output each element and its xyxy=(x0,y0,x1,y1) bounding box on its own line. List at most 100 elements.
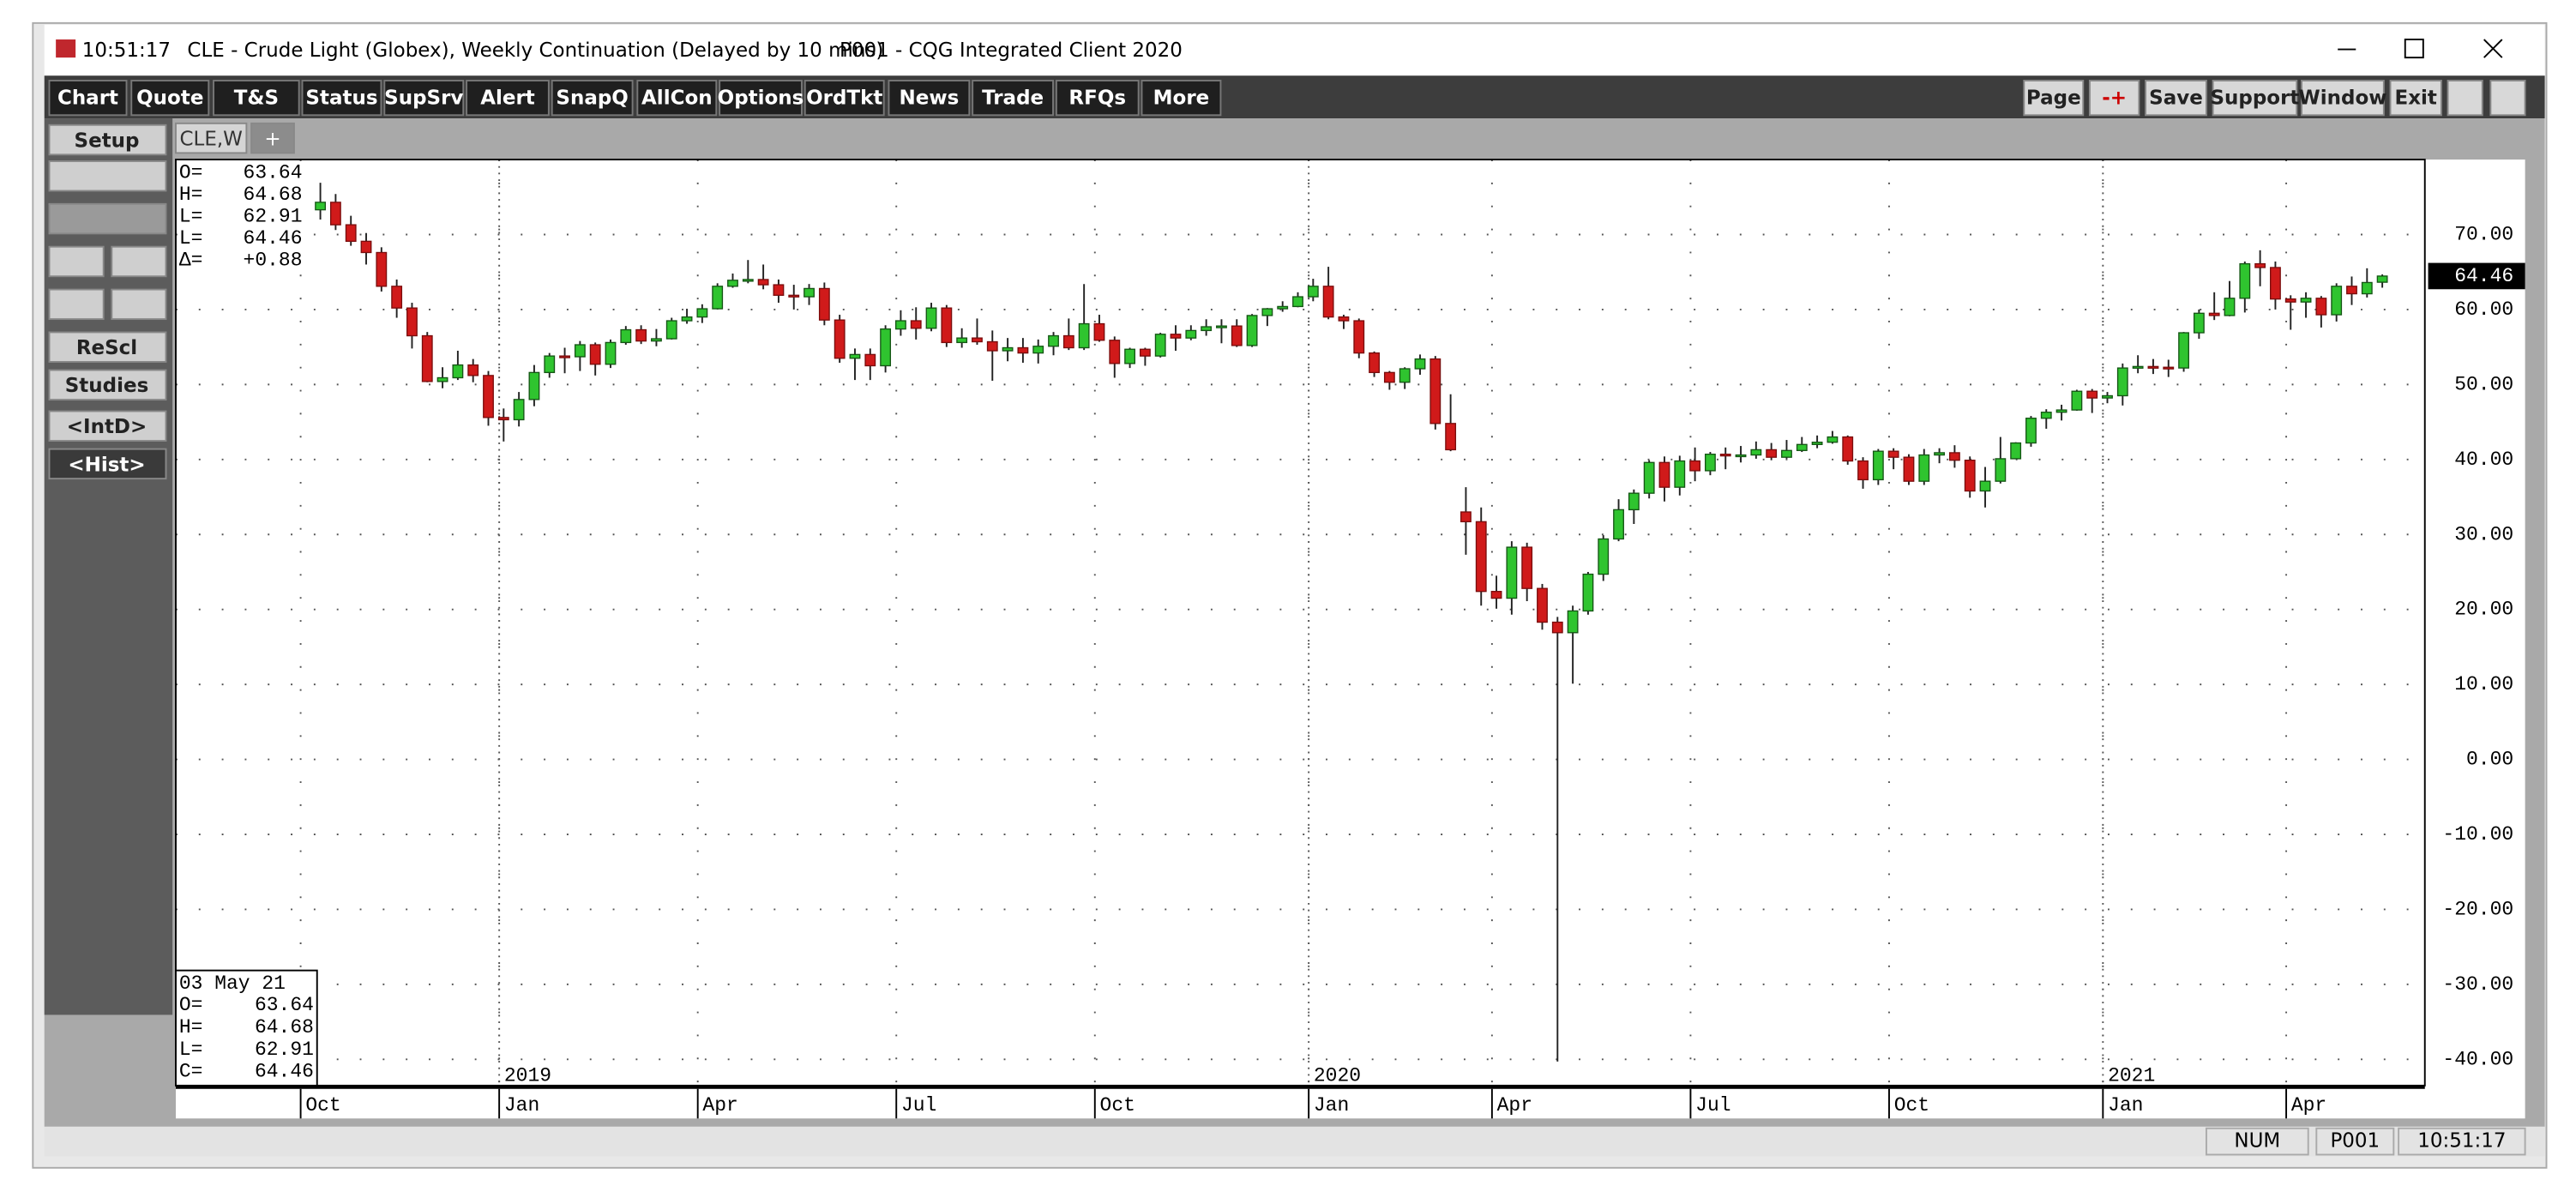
candle-body xyxy=(360,240,372,254)
toolbar-button-label[interactable]: OrdTkt xyxy=(806,87,882,110)
candle-body xyxy=(1307,286,1319,298)
toolbar-button[interactable] xyxy=(48,80,128,117)
toolbar-button[interactable] xyxy=(301,80,382,117)
side-button-label[interactable]: Setup xyxy=(75,129,140,152)
candle-body xyxy=(1613,509,1624,540)
toolbar-button[interactable] xyxy=(2212,80,2298,117)
toolbar-button-label[interactable]: Options xyxy=(718,87,804,110)
toolbar-button[interactable] xyxy=(1141,80,1222,117)
side-button-label[interactable]: Studies xyxy=(65,375,149,397)
toolbar-button-label[interactable]: SupSrv xyxy=(384,87,463,110)
side-button[interactable] xyxy=(48,331,167,363)
ohlc-label: O= xyxy=(179,161,203,184)
toolbar-button[interactable] xyxy=(719,80,803,117)
toolbar-button[interactable] xyxy=(2301,80,2385,117)
tab[interactable] xyxy=(250,122,295,154)
candle-body xyxy=(2132,365,2144,369)
candle-body xyxy=(1857,460,1869,481)
side-button[interactable] xyxy=(48,448,167,480)
candle-body xyxy=(2376,275,2388,283)
toolbar-button[interactable] xyxy=(213,80,300,117)
toolbar-button-label[interactable]: Save xyxy=(2149,87,2203,110)
candle-body xyxy=(528,371,540,400)
toolbar-button[interactable] xyxy=(636,80,718,117)
side-button-label[interactable]: <Hist> xyxy=(68,454,145,476)
toolbar-button-label[interactable]: Window xyxy=(2298,87,2386,110)
status-bar xyxy=(44,1126,2545,1157)
candle-body xyxy=(391,286,403,309)
candle-body xyxy=(2055,409,2067,413)
toolbar-button[interactable] xyxy=(551,80,634,117)
toolbar-button-label[interactable]: Alert xyxy=(480,87,535,110)
candle-body xyxy=(1032,346,1044,354)
toolbar-icon[interactable] xyxy=(2447,80,2483,117)
candle-body xyxy=(1414,358,1426,370)
ohlc-box xyxy=(177,160,313,272)
tab-label[interactable]: CLE,W xyxy=(179,129,242,151)
toolbar-button[interactable] xyxy=(1055,80,1140,117)
candle-body xyxy=(864,353,876,367)
side-button-label[interactable]: ReScl xyxy=(76,337,137,359)
toolbar-button-label[interactable]: AllCon xyxy=(641,87,713,110)
toolbar-button[interactable] xyxy=(383,80,465,117)
toolbar-button-label[interactable]: RFQs xyxy=(1068,87,1126,110)
candle-body xyxy=(2116,367,2128,397)
side-icon-button[interactable] xyxy=(48,245,105,278)
candle-body xyxy=(2254,262,2266,268)
y-tick-label: 50.00 xyxy=(2454,373,2513,395)
toolbar-button[interactable] xyxy=(2389,80,2442,117)
side-button[interactable] xyxy=(48,410,167,442)
side-icon-button[interactable] xyxy=(48,202,167,235)
side-icon-button[interactable] xyxy=(48,288,105,321)
toolbar-button[interactable] xyxy=(2088,80,2140,117)
toolbar-button[interactable] xyxy=(466,80,550,117)
side-icon-button[interactable] xyxy=(111,288,167,321)
toolbar-button[interactable] xyxy=(130,80,210,117)
maximize-icon[interactable] xyxy=(2404,39,2424,59)
candle-body xyxy=(1093,322,1105,341)
toolbar-button-label[interactable]: News xyxy=(900,87,960,110)
x-tick-label: Jan xyxy=(1314,1094,1349,1117)
year-label: 2021 xyxy=(2108,1064,2155,1087)
candle-body xyxy=(2361,281,2373,295)
toolbar-button[interactable] xyxy=(888,80,971,117)
candle-body xyxy=(559,355,570,358)
ohlc-value: +0.88 xyxy=(244,250,303,272)
y-tick-label: -40.00 xyxy=(2442,1048,2513,1070)
side-button[interactable] xyxy=(48,123,167,156)
toolbar-button-label[interactable]: Exit xyxy=(2395,87,2437,110)
app-icon xyxy=(56,39,76,58)
toolbar-button-label[interactable]: Quote xyxy=(136,87,203,110)
y-tick-label: 30.00 xyxy=(2454,523,2513,545)
toolbar-button[interactable] xyxy=(803,80,885,117)
side-icon-button[interactable] xyxy=(111,245,167,278)
candle-body xyxy=(849,353,861,359)
toolbar-icon[interactable] xyxy=(2489,80,2526,117)
toolbar-button-label[interactable]: Status xyxy=(305,87,377,110)
tab[interactable] xyxy=(175,122,248,154)
toolbar-button-label[interactable]: More xyxy=(1153,87,1210,110)
toolbar-button-label[interactable]: SnapQ xyxy=(556,87,628,110)
ohlc-label: L= xyxy=(179,1038,203,1061)
toolbar-button-label[interactable]: Chart xyxy=(57,87,118,110)
ohlc-label: H= xyxy=(179,1016,203,1038)
close-icon[interactable] xyxy=(2483,39,2503,58)
candle-body xyxy=(1750,448,1762,456)
tab-label[interactable]: + xyxy=(264,129,280,151)
toolbar-button-label[interactable]: Page xyxy=(2026,87,2081,110)
side-button-label[interactable]: <IntD> xyxy=(67,416,147,438)
candle-body xyxy=(497,417,509,421)
candle-body xyxy=(1934,452,1946,456)
candle-body xyxy=(513,399,525,421)
toolbar-button[interactable] xyxy=(2023,80,2085,117)
toolbar-button[interactable] xyxy=(972,80,1054,117)
y-tick-label: 0.00 xyxy=(2466,749,2513,771)
toolbar-button-label[interactable]: -+ xyxy=(2102,87,2127,110)
toolbar-button-label[interactable]: T&S xyxy=(234,87,279,110)
toolbar-button[interactable] xyxy=(2145,80,2207,117)
toolbar-button-label[interactable]: Trade xyxy=(982,87,1044,110)
side-icon-button[interactable] xyxy=(48,160,167,192)
candle-body xyxy=(1292,296,1303,308)
side-button[interactable] xyxy=(48,369,167,401)
toolbar-button-label[interactable]: Support xyxy=(2210,87,2299,110)
